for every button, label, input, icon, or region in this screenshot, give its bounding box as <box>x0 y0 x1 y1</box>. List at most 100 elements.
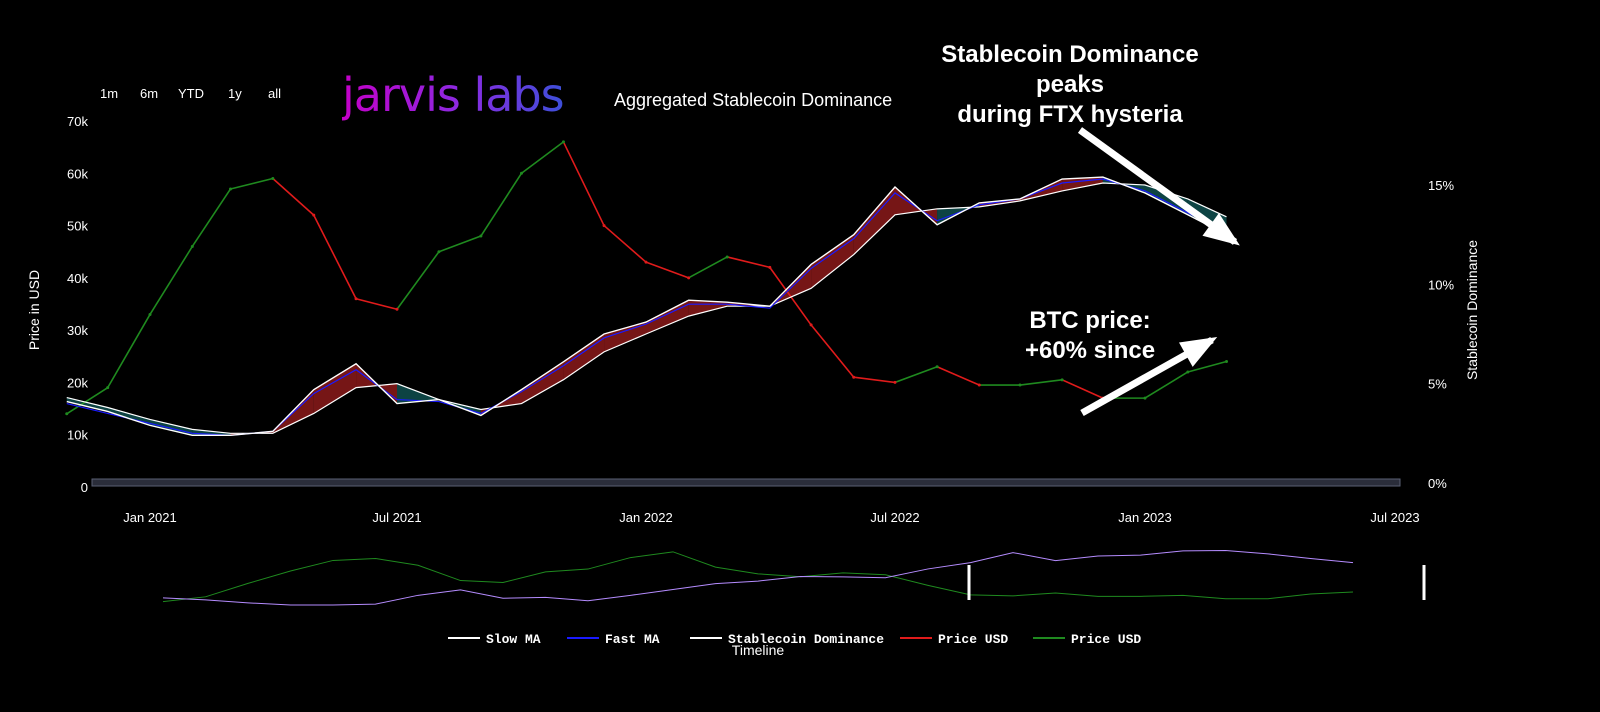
price-line-segment <box>107 314 151 389</box>
legend-item: Slow MA <box>448 632 541 647</box>
price-point <box>229 187 233 191</box>
zero-band <box>91 478 1401 487</box>
price-line-segment <box>149 246 193 315</box>
arrow-shaft <box>1077 127 1238 245</box>
ma-fill-segment <box>313 363 357 414</box>
arrow-head <box>1178 337 1218 367</box>
price-point <box>1143 396 1147 400</box>
legend-item: Fast MA <box>567 632 660 647</box>
arrow-dominance-down <box>1077 127 1240 246</box>
price-line-segment <box>396 251 440 310</box>
price-point <box>148 312 152 316</box>
range-button-1y[interactable]: 1y <box>228 86 242 101</box>
annotation-top-line2: peaks <box>1035 71 1105 98</box>
price-point <box>312 213 316 217</box>
price-line-segment <box>769 266 812 326</box>
price-line-segment <box>313 214 357 300</box>
legend-item: Stablecoin Dominance <box>690 632 884 647</box>
price-point <box>395 307 399 311</box>
price-point <box>935 365 939 369</box>
price-line-segment <box>230 177 274 190</box>
price-point <box>893 380 897 384</box>
price-line-segment <box>853 376 896 384</box>
ma-fill-segment <box>895 186 938 225</box>
price-line-segment <box>688 256 728 279</box>
price-point <box>479 234 483 238</box>
legend-item: Price USD <box>1033 632 1141 647</box>
y-left-tick-label: 0 <box>81 480 88 495</box>
price-line-segment <box>191 188 232 247</box>
annotation-btc-price: BTC price: +60% since <box>990 306 1190 366</box>
legend-label: Fast MA <box>605 632 660 647</box>
legend-label: Price USD <box>1071 632 1141 647</box>
x-tick-label: Jan 2022 <box>619 510 673 525</box>
navigator-price-line <box>162 551 1354 603</box>
annotation-bottom-line1: BTC price: <box>1029 307 1151 334</box>
price-line-segment <box>645 261 689 279</box>
price-point <box>561 140 565 144</box>
price-line-segment <box>603 224 647 263</box>
price-point <box>725 255 729 259</box>
y-left-tick-label: 40k <box>67 271 88 286</box>
price-line-segment <box>562 141 605 226</box>
price-point <box>1186 370 1190 374</box>
ma-fill-segment <box>397 383 439 404</box>
price-point <box>852 375 856 379</box>
price-line-segment <box>810 324 855 378</box>
x-tick-label: Jul 2023 <box>1370 510 1419 525</box>
price-point <box>644 260 648 264</box>
y-left-tick-label: 10k <box>67 428 88 443</box>
price-line-segment <box>1187 360 1227 373</box>
price-point <box>1060 378 1064 382</box>
x-axis-title: Timeline <box>732 642 785 658</box>
y-right-tick-label: 10% <box>1428 277 1454 292</box>
range-button-all[interactable]: all <box>268 86 282 101</box>
x-tick-label: Jul 2021 <box>372 510 421 525</box>
range-button-ytd[interactable]: YTD <box>178 86 204 101</box>
price-point <box>809 323 813 327</box>
price-point <box>354 297 358 301</box>
y-right-tick-label: 15% <box>1428 178 1454 193</box>
legend-label: Stablecoin Dominance <box>728 632 884 647</box>
price-line-segment <box>936 366 980 386</box>
x-tick-label: Jul 2022 <box>870 510 919 525</box>
price-point <box>65 412 69 416</box>
annotation-dominance-peak: Stablecoin Dominance peaks during FTX hy… <box>920 40 1220 130</box>
ma-fill-segment <box>66 397 108 412</box>
y-left-axis-title: Price in USD <box>26 270 42 350</box>
price-point <box>190 244 194 248</box>
legend-label: Slow MA <box>486 632 541 647</box>
price-line-segment <box>726 256 771 269</box>
price-point <box>977 383 981 387</box>
price-point <box>271 177 275 181</box>
price-line-segment <box>66 386 109 415</box>
ma-fill-segment <box>646 300 689 334</box>
y-right-axis-title: Stablecoin Dominance <box>1464 240 1480 380</box>
price-point <box>768 265 772 269</box>
y-left-tick-label: 60k <box>67 166 88 181</box>
price-line-segment <box>521 141 564 174</box>
price-point <box>687 276 691 280</box>
range-button-6m[interactable]: 6m <box>140 86 159 101</box>
x-tick-label: Jan 2023 <box>1118 510 1172 525</box>
range-button-1m[interactable]: 1m <box>100 86 119 101</box>
price-line-segment <box>438 235 482 253</box>
annotation-top-line3: during FTX hysteria <box>957 101 1183 128</box>
ma-fill-segment <box>604 322 646 352</box>
navigator-dominance-line <box>162 550 1354 606</box>
annotation-bottom-line2: +60% since <box>1024 337 1156 364</box>
arrow-price-up <box>1080 336 1218 417</box>
y-left-tick-label: 50k <box>67 219 88 234</box>
y-left-tick-label: 70k <box>67 114 88 129</box>
y-right-tick-label: 5% <box>1428 377 1447 392</box>
price-line-segment <box>480 172 523 237</box>
legend-item: Price USD <box>900 632 1008 647</box>
x-tick-label: Jan 2021 <box>123 510 177 525</box>
stablecoin-dominance-line <box>66 176 1227 437</box>
price-line-segment <box>1061 379 1104 399</box>
price-point <box>602 224 606 228</box>
y-left-tick-label: 30k <box>67 323 88 338</box>
jarvis-labs-logo: jarvis labs <box>342 68 565 122</box>
price-line-segment <box>1144 371 1189 399</box>
